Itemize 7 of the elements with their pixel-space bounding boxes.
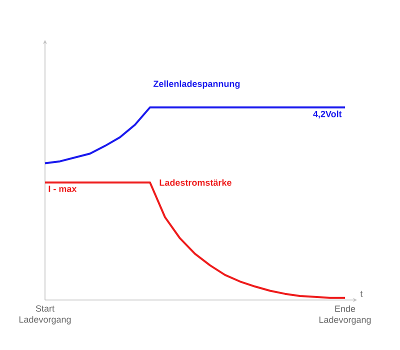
- annotation: 4,2Volt: [313, 110, 342, 119]
- x-axis-title: t: [360, 290, 363, 297]
- x-tick-label: Ende Ladevorgang: [319, 305, 371, 325]
- annotation: I - max: [48, 186, 77, 192]
- x-tick-label: Start Ladevorgang: [19, 305, 71, 324]
- text: Zellenladespannung: [153, 80, 240, 89]
- series-label: Ladestromstärke: [160, 179, 232, 186]
